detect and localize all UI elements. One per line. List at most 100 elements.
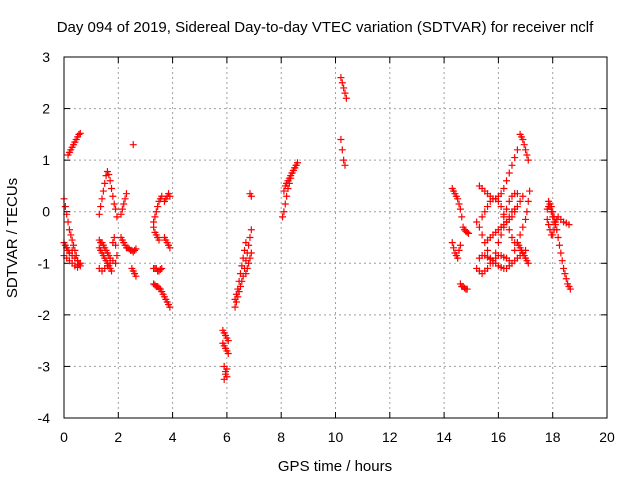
data-point bbox=[505, 226, 513, 234]
data-point bbox=[465, 229, 473, 237]
data-point bbox=[156, 265, 164, 273]
data-point bbox=[473, 218, 481, 226]
data-point bbox=[503, 177, 511, 185]
data-point bbox=[338, 146, 346, 154]
grid-lines bbox=[64, 57, 607, 418]
data-point bbox=[549, 213, 557, 221]
data-point bbox=[76, 129, 84, 137]
data-point bbox=[341, 161, 349, 169]
data-point bbox=[478, 213, 486, 221]
data-point bbox=[475, 223, 483, 231]
data-point bbox=[558, 257, 566, 265]
data-point bbox=[497, 203, 505, 211]
data-point bbox=[492, 249, 500, 257]
data-point bbox=[280, 208, 288, 216]
data-point bbox=[113, 252, 121, 260]
x-tick-label: 20 bbox=[599, 429, 615, 445]
x-tick-label: 0 bbox=[60, 429, 68, 445]
data-point bbox=[546, 203, 554, 211]
data-point bbox=[513, 190, 521, 198]
data-point bbox=[166, 303, 174, 311]
data-point bbox=[158, 264, 166, 272]
data-point bbox=[463, 228, 471, 236]
data-point bbox=[155, 284, 163, 292]
data-point bbox=[497, 223, 505, 231]
data-point bbox=[463, 285, 471, 293]
data-point bbox=[121, 195, 129, 203]
data-point bbox=[292, 161, 300, 169]
data-point bbox=[222, 370, 230, 378]
data-point bbox=[484, 203, 492, 211]
data-point bbox=[108, 267, 116, 275]
data-point bbox=[129, 141, 137, 149]
data-point bbox=[489, 259, 497, 267]
data-point bbox=[117, 210, 125, 218]
x-tick-label: 10 bbox=[328, 429, 344, 445]
data-point bbox=[522, 146, 530, 154]
data-point bbox=[522, 215, 530, 223]
data-point bbox=[523, 208, 531, 216]
data-point bbox=[151, 213, 159, 221]
x-tick-label: 18 bbox=[545, 429, 561, 445]
data-point bbox=[245, 259, 253, 267]
y-tick-label: 2 bbox=[42, 101, 50, 117]
data-point bbox=[112, 205, 120, 213]
data-point bbox=[247, 249, 255, 257]
data-point bbox=[500, 185, 508, 193]
x-tick-label: 16 bbox=[491, 429, 507, 445]
y-tick-label: 0 bbox=[42, 204, 50, 220]
data-point bbox=[516, 231, 524, 239]
data-point bbox=[519, 136, 527, 144]
data-point bbox=[155, 236, 163, 244]
data-point bbox=[108, 185, 116, 193]
data-point bbox=[242, 239, 250, 247]
data-point bbox=[340, 84, 348, 92]
data-point bbox=[555, 241, 563, 249]
data-point bbox=[511, 154, 519, 162]
data-point bbox=[547, 208, 555, 216]
data-point bbox=[511, 208, 519, 216]
data-point bbox=[113, 213, 121, 221]
data-point bbox=[454, 254, 462, 262]
data-point bbox=[454, 195, 462, 203]
data-point bbox=[560, 264, 568, 272]
data-point bbox=[565, 221, 573, 229]
data-point bbox=[516, 197, 524, 205]
data-point bbox=[505, 169, 513, 177]
data-point bbox=[450, 244, 458, 252]
data-point bbox=[234, 285, 242, 293]
data-point bbox=[223, 365, 231, 373]
data-point bbox=[224, 337, 232, 345]
data-point bbox=[101, 179, 109, 187]
data-point bbox=[68, 236, 76, 244]
y-tick-label: -1 bbox=[38, 255, 51, 271]
data-point bbox=[98, 195, 106, 203]
data-point bbox=[283, 192, 291, 200]
data-point bbox=[76, 259, 84, 267]
data-point bbox=[561, 270, 569, 278]
data-point bbox=[247, 192, 255, 200]
data-point bbox=[550, 218, 558, 226]
data-points bbox=[60, 74, 574, 383]
data-point bbox=[524, 156, 532, 164]
data-point bbox=[166, 244, 174, 252]
data-point bbox=[524, 197, 532, 205]
data-point bbox=[110, 200, 118, 208]
x-tick-label: 12 bbox=[382, 429, 398, 445]
data-point bbox=[337, 136, 345, 144]
data-point bbox=[484, 246, 492, 254]
data-point bbox=[152, 208, 160, 216]
data-point bbox=[238, 262, 246, 270]
data-point bbox=[246, 234, 254, 241]
data-point bbox=[549, 231, 557, 239]
data-point bbox=[523, 151, 531, 159]
x-tick-label: 4 bbox=[169, 429, 177, 445]
y-tick-label: 3 bbox=[42, 49, 50, 65]
y-tick-label: -2 bbox=[38, 307, 51, 323]
data-point bbox=[519, 223, 527, 231]
data-point bbox=[68, 246, 76, 254]
data-point bbox=[132, 245, 140, 253]
data-point bbox=[67, 231, 75, 239]
